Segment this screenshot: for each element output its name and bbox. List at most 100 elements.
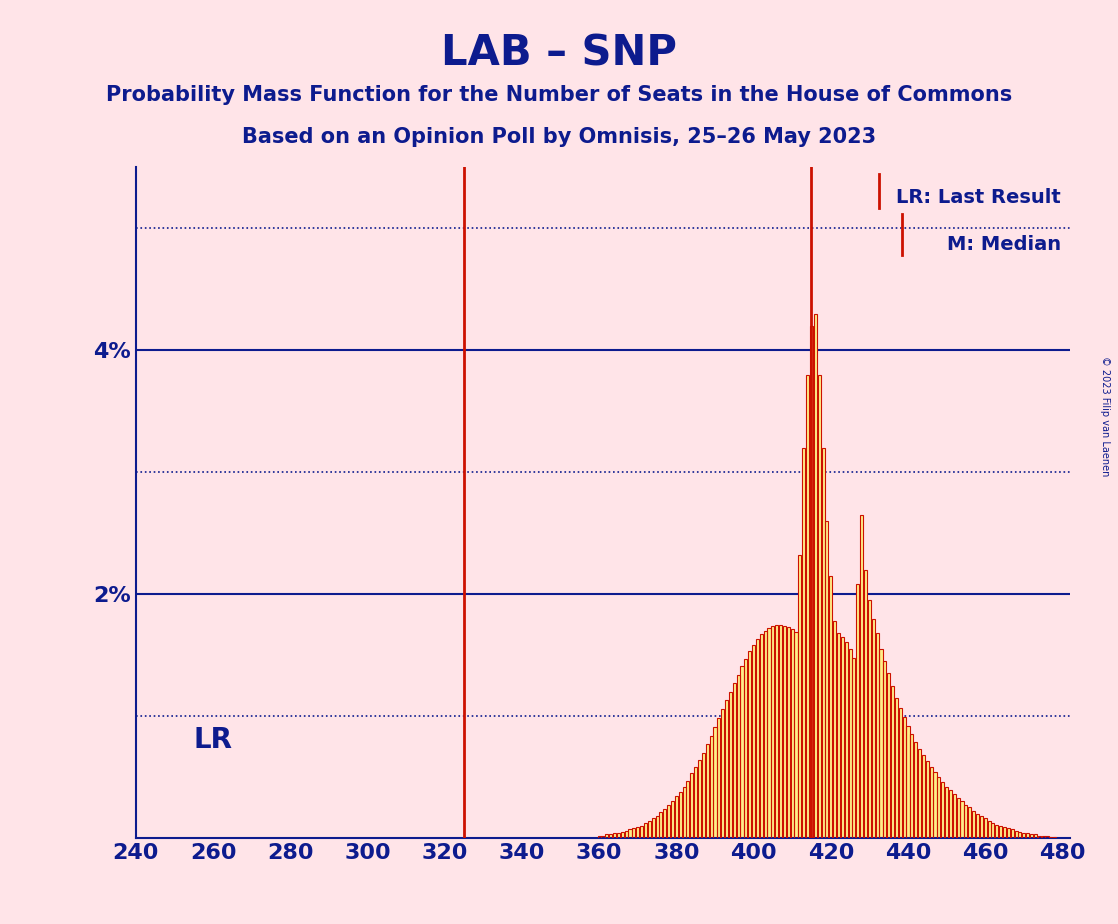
Bar [841,637,844,838]
Bar [992,823,995,838]
Bar [795,632,797,838]
Bar [752,645,755,838]
Bar [960,801,964,838]
Bar [1042,835,1044,838]
Bar [972,811,975,838]
Bar [995,824,998,838]
Bar [760,635,762,838]
Bar [601,835,605,838]
Bar [775,625,778,838]
Bar [926,761,929,838]
Bar [705,744,709,838]
Bar [1018,832,1022,838]
Bar [644,823,647,838]
Bar [894,698,898,838]
Bar [729,692,732,838]
Bar [883,662,887,838]
Bar [968,808,972,838]
Bar [922,755,925,838]
Bar [1050,837,1052,838]
Bar [856,584,860,838]
Bar [915,742,917,838]
Bar [995,824,998,838]
Bar [787,627,789,838]
Bar [598,835,600,838]
Bar [633,828,635,838]
Bar [764,631,767,838]
Bar [771,626,775,838]
Bar [795,632,797,838]
Bar [864,570,868,838]
Bar [915,742,917,838]
Bar [660,812,663,838]
Bar [891,686,894,838]
Bar [999,826,1002,838]
Bar [822,448,825,838]
Bar [849,649,852,838]
Bar [641,826,643,838]
Bar [675,796,678,838]
Bar [845,641,847,838]
Bar [605,834,608,838]
Bar [702,753,705,838]
Bar [1045,835,1049,838]
Bar [1003,827,1006,838]
Bar [756,639,759,838]
Bar [992,823,995,838]
Bar [613,833,616,838]
Bar [598,835,600,838]
Bar [667,805,670,838]
Bar [721,709,724,838]
Bar [817,375,821,838]
Bar [809,326,813,838]
Bar [899,708,902,838]
Bar [1038,835,1041,838]
Bar [787,627,789,838]
Bar [1045,835,1049,838]
Bar [1034,834,1036,838]
Bar [617,833,620,838]
Bar [663,808,666,838]
Bar [652,819,655,838]
Bar [718,719,720,838]
Bar [833,621,836,838]
Bar [798,555,802,838]
Bar [1007,828,1010,838]
Text: LR: Last Result: LR: Last Result [896,188,1061,207]
Bar [783,626,786,838]
Bar [690,773,693,838]
Bar [694,767,698,838]
Bar [790,629,794,838]
Bar [868,601,871,838]
Bar [679,792,682,838]
Bar [613,833,616,838]
Bar [1030,834,1033,838]
Bar [803,448,805,838]
Text: © 2023 Filip van Laenen: © 2023 Filip van Laenen [1100,356,1109,476]
Bar [655,816,659,838]
Bar [888,674,890,838]
Bar [675,796,678,838]
Bar [957,797,959,838]
Bar [724,700,728,838]
Bar [864,570,868,838]
Bar [888,674,890,838]
Bar [860,515,863,838]
Bar [941,782,945,838]
Bar [880,649,882,838]
Bar [875,633,879,838]
Bar [1022,833,1025,838]
Bar [748,651,751,838]
Bar [779,625,783,838]
Text: LAB – SNP: LAB – SNP [440,32,678,74]
Bar [740,666,743,838]
Bar [960,801,964,838]
Bar [760,635,762,838]
Bar [999,826,1002,838]
Bar [1050,837,1052,838]
Bar [984,819,987,838]
Bar [710,736,712,838]
Bar [698,760,701,838]
Text: LR: LR [193,726,233,754]
Bar [609,834,613,838]
